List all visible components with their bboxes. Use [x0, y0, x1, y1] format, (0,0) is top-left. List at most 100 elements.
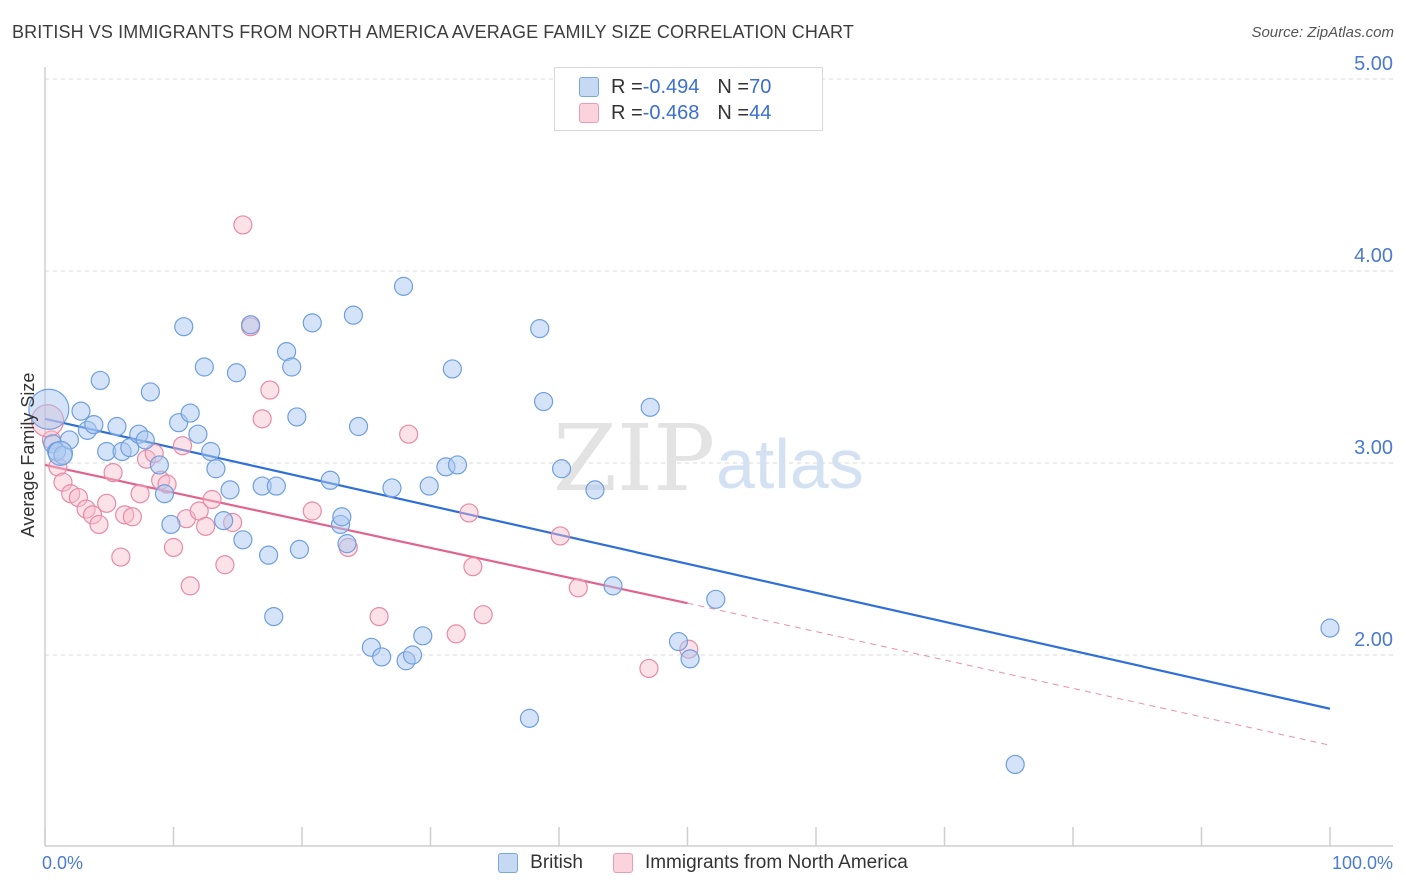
british-point	[233, 530, 253, 550]
immigrants-trend-line-extended	[687, 602, 1331, 746]
british-point	[84, 415, 104, 435]
legend-r-value-british: -0.494	[642, 75, 700, 98]
immigrants-point	[399, 424, 419, 444]
immigrants-point	[172, 436, 193, 456]
legend-row-british: R = -0.494 N = 70	[579, 75, 771, 99]
british-point	[519, 708, 540, 728]
immigrants-point	[463, 557, 483, 577]
immigrants-trend-line	[44, 463, 688, 605]
legend-swatch-british	[579, 77, 599, 97]
british-point	[413, 626, 433, 646]
british-point	[530, 319, 550, 339]
british-point	[320, 470, 340, 490]
british-trend-line	[44, 417, 1331, 710]
british-point	[194, 357, 214, 377]
british-point	[640, 397, 660, 417]
immigrants-point	[302, 501, 322, 521]
immigrants-points	[30, 215, 699, 679]
british-point	[289, 539, 310, 560]
british-point	[154, 484, 175, 504]
british-point	[107, 416, 127, 437]
watermark: ZIP atlas	[553, 405, 864, 512]
immigrants-point	[163, 537, 184, 558]
british-point	[337, 534, 357, 554]
y-tick-label: 2.00	[1354, 629, 1393, 651]
british-point	[1320, 618, 1340, 638]
british-point	[287, 407, 307, 427]
british-point	[302, 313, 322, 333]
immigrants-point	[252, 409, 272, 429]
legend-n-label-british: N =	[717, 75, 750, 98]
x-tick-labels: 0.0% 100.0%	[42, 853, 1393, 873]
immigrants-point	[82, 505, 103, 525]
immigrants-point	[260, 380, 280, 400]
british-point	[258, 545, 279, 565]
series-swatch-british	[498, 853, 519, 873]
british-point	[442, 359, 462, 379]
british-point	[47, 440, 74, 466]
british-point	[447, 455, 468, 475]
y-tick-label: 5.00	[1354, 53, 1393, 75]
gridlines	[45, 78, 1393, 656]
immigrants-point	[202, 489, 222, 510]
british-point	[226, 363, 247, 383]
british-point	[382, 478, 402, 498]
immigrants-point	[111, 547, 131, 567]
british-point	[1005, 754, 1025, 775]
legend-n-value-immigrants: 44	[749, 101, 772, 124]
immigrants-point	[53, 472, 73, 492]
immigrants-point	[639, 658, 659, 679]
series-swatch-immigrants	[612, 853, 633, 873]
british-point	[680, 649, 700, 669]
british-point	[419, 476, 439, 496]
series-legend-immigrants[interactable]: Immigrants from North America	[612, 852, 908, 874]
british-point	[161, 514, 181, 535]
x-tick-label: 100.0%	[1332, 853, 1393, 873]
british-point	[533, 391, 554, 412]
british-point	[343, 305, 363, 325]
immigrants-point	[180, 576, 200, 596]
legend-row-immigrants: R = -0.468 N = 44	[579, 101, 771, 125]
british-point	[140, 382, 160, 402]
british-point	[241, 315, 261, 335]
y-tick-label: 3.00	[1354, 437, 1393, 459]
british-point	[201, 441, 221, 462]
watermark-zip: ZIP	[553, 405, 715, 512]
immigrants-point	[459, 503, 479, 523]
immigrants-point	[568, 578, 588, 598]
british-point	[149, 455, 169, 475]
series-label-immigrants: Immigrants from North America	[644, 852, 908, 873]
legend-n-label-immigrants: N =	[717, 101, 750, 124]
immigrants-point	[130, 484, 150, 504]
series-label-british: British	[530, 852, 583, 873]
british-point	[668, 631, 689, 652]
y-tick-label: 4.00	[1354, 245, 1393, 267]
immigrants-point	[446, 624, 466, 644]
british-point	[585, 480, 605, 500]
trend-lines	[44, 417, 1331, 746]
legend-r-value-immigrants: -0.468	[642, 101, 700, 124]
immigrants-point	[115, 505, 135, 525]
british-points	[28, 276, 1340, 775]
british-point	[706, 589, 726, 609]
british-point	[135, 430, 155, 450]
british-point	[372, 647, 392, 667]
british-point	[220, 480, 240, 500]
legend-n-value-british: 70	[749, 75, 772, 98]
y-axis-title: Average Family Size	[18, 373, 38, 538]
british-point	[264, 606, 284, 627]
british-point	[282, 357, 302, 377]
british-point	[28, 388, 70, 430]
correlation-legend: R = -0.494 N = 70 R = -0.468 N = 44	[554, 67, 823, 131]
immigrants-point	[196, 516, 216, 536]
series-legend-british[interactable]: British	[498, 852, 583, 874]
british-point	[120, 438, 140, 458]
british-point	[266, 476, 286, 496]
immigrants-point	[68, 487, 89, 508]
chart-title: BRITISH VS IMMIGRANTS FROM NORTH AMERICA…	[12, 22, 854, 42]
british-point	[71, 401, 91, 421]
legend-r-label-british: R =	[611, 75, 643, 98]
immigrants-point	[215, 555, 235, 575]
british-point	[332, 507, 352, 527]
